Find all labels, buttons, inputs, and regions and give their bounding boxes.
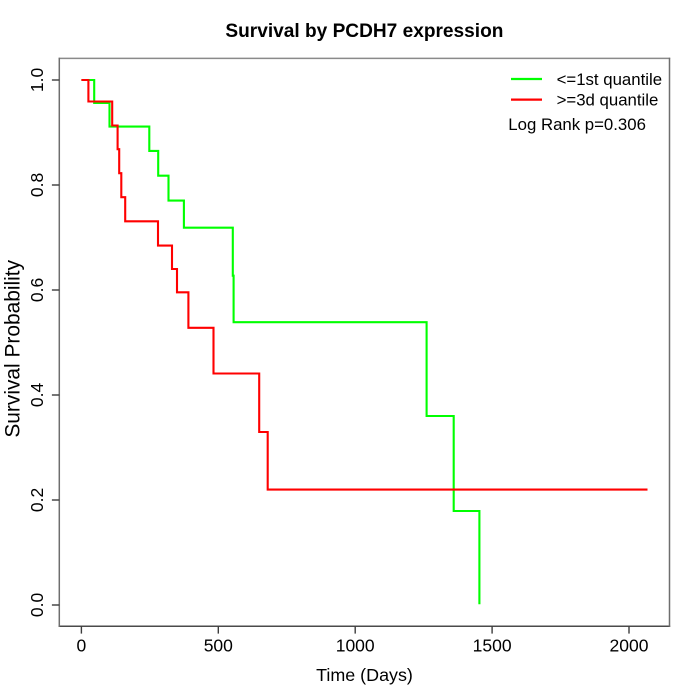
svg-text:500: 500 — [204, 636, 233, 656]
svg-text:0.0: 0.0 — [27, 593, 47, 618]
svg-text:0.2: 0.2 — [27, 488, 47, 512]
svg-text:0: 0 — [77, 636, 87, 656]
svg-text:Survival Probability: Survival Probability — [2, 259, 25, 437]
svg-text:0.8: 0.8 — [27, 173, 47, 197]
svg-text:1.0: 1.0 — [27, 68, 47, 93]
svg-text:Log Rank p=0.306: Log Rank p=0.306 — [508, 115, 646, 134]
svg-text:Survival by PCDH7 expression: Survival by PCDH7 expression — [225, 21, 503, 42]
svg-text:Time (Days): Time (Days) — [316, 665, 413, 685]
svg-text:<=1st quantile: <=1st quantile — [557, 70, 662, 89]
svg-text:0.6: 0.6 — [27, 278, 47, 302]
svg-text:2000: 2000 — [610, 636, 649, 656]
svg-text:1000: 1000 — [336, 636, 375, 656]
svg-text:1500: 1500 — [473, 636, 512, 656]
svg-text:>=3d quantile: >=3d quantile — [557, 91, 659, 110]
svg-text:0.4: 0.4 — [27, 383, 47, 408]
